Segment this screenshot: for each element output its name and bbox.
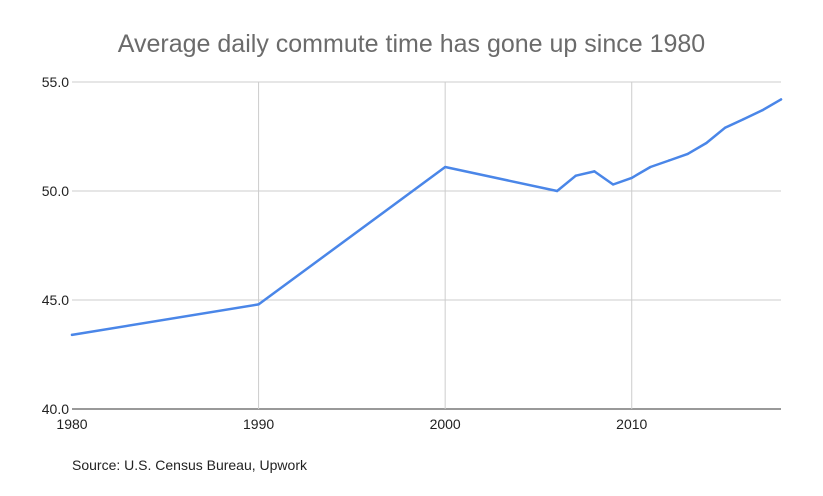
data-point <box>686 152 689 156</box>
data-point <box>705 141 708 145</box>
y-tick-label: 45.0 <box>42 292 69 308</box>
series-layer <box>70 98 783 337</box>
data-point <box>593 170 596 173</box>
data-point <box>779 98 783 101</box>
grid-layer <box>72 81 781 410</box>
axis-layer: 40.0 45.0 50.0 55.0 1980 1990 2000 2010 <box>42 74 648 432</box>
y-tick-label: 55.0 <box>42 74 69 90</box>
data-point <box>70 333 74 337</box>
data-point <box>443 165 447 169</box>
data-point <box>611 183 615 186</box>
data-point <box>574 174 577 177</box>
data-point <box>630 176 633 180</box>
y-tick-label: 40.0 <box>42 401 69 417</box>
y-tick-label: 50.0 <box>42 183 69 199</box>
source-note: Source: U.S. Census Bureau, Upwork <box>72 457 307 473</box>
data-point <box>742 117 745 121</box>
data-point <box>761 109 764 112</box>
x-tick-label: 2000 <box>430 416 461 432</box>
series-line <box>70 98 783 337</box>
data-point <box>649 165 652 169</box>
data-point <box>667 159 671 162</box>
x-tick-label: 1990 <box>243 416 274 432</box>
x-tick-label: 2010 <box>616 416 647 432</box>
x-tick-label: 1980 <box>56 416 87 432</box>
data-point <box>723 126 727 129</box>
chart-title: Average daily commute time has gone up s… <box>117 30 706 58</box>
data-point <box>257 303 260 306</box>
data-point <box>555 189 559 193</box>
